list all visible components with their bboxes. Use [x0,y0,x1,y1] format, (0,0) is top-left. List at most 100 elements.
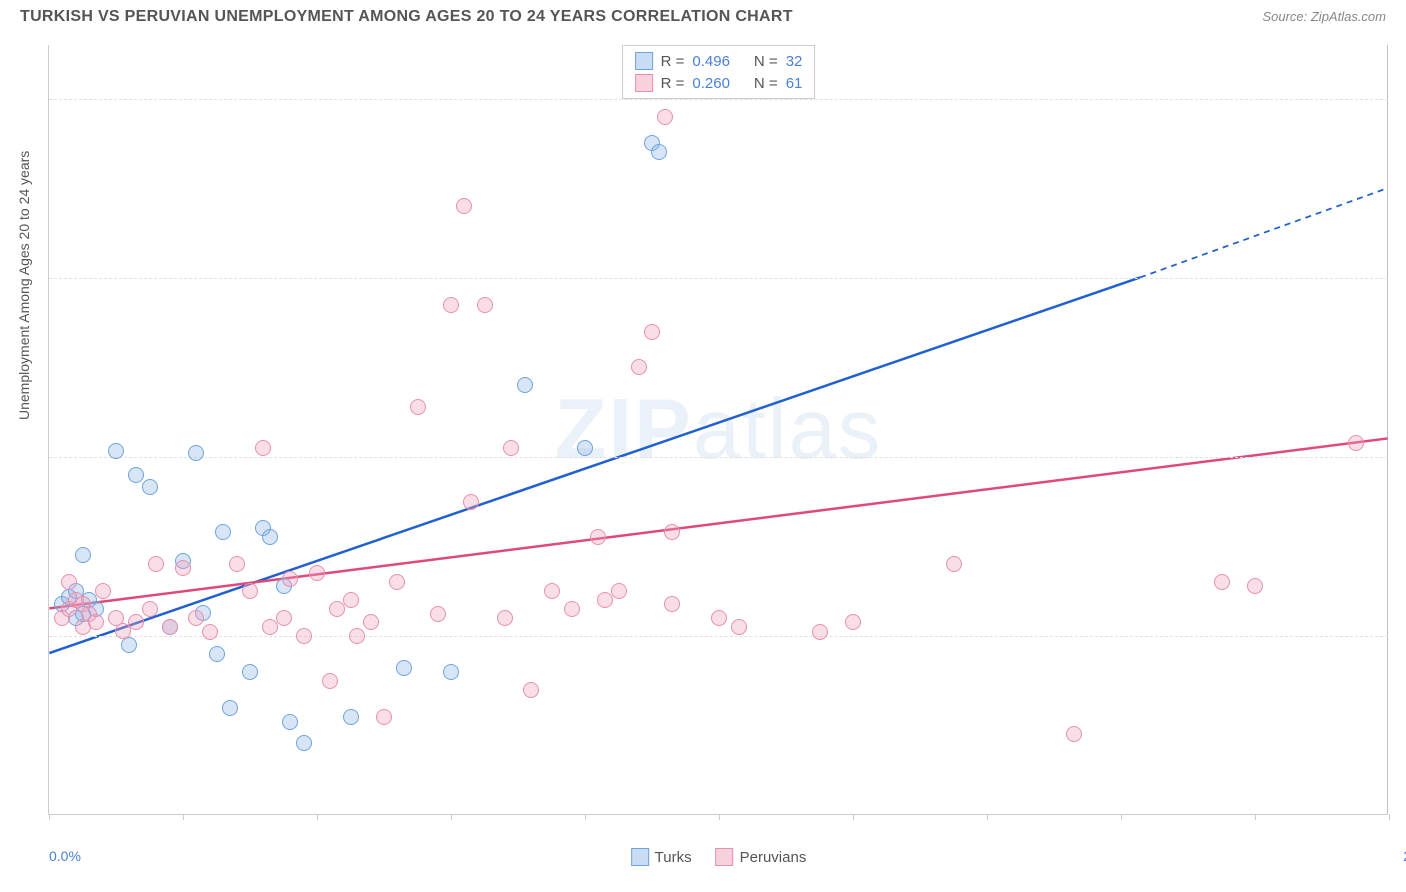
scatter-point [456,198,472,214]
watermark-bold: ZIP [555,382,693,477]
scatter-point [731,619,747,635]
y-axis-label: Unemployment Among Ages 20 to 24 years [16,151,32,420]
y-tick-label: 20.0% [1393,449,1406,465]
scatter-point [711,610,727,626]
scatter-point [162,619,178,635]
y-tick-label: 30.0% [1393,270,1406,286]
scatter-point [61,574,77,590]
legend-item-peruvians: Peruvians [716,848,807,866]
scatter-point [262,529,278,545]
n-label: N = [754,53,778,70]
grid-line [49,636,1388,637]
scatter-point [142,479,158,495]
scatter-point [503,440,519,456]
scatter-point [812,624,828,640]
x-tick [585,814,586,820]
scatter-point [443,297,459,313]
scatter-point [363,614,379,630]
scatter-point [664,596,680,612]
scatter-point [389,574,405,590]
scatter-point [148,556,164,572]
scatter-point [396,660,412,676]
bottom-legend: Turks Peruvians [631,848,807,866]
r-value-turks: 0.496 [692,53,730,70]
scatter-point [209,646,225,662]
scatter-point [376,709,392,725]
chart-plot-area: ZIPatlas R = 0.496 N = 32 R = 0.260 N = … [48,45,1388,815]
scatter-point [322,673,338,689]
scatter-point [1066,726,1082,742]
scatter-point [175,560,191,576]
trend-line-extrapolated [1140,188,1388,277]
scatter-point [282,714,298,730]
scatter-point [229,556,245,572]
swatch-peruvians [635,74,653,92]
scatter-point [75,547,91,563]
scatter-point [664,524,680,540]
scatter-point [242,583,258,599]
scatter-point [644,324,660,340]
x-tick [317,814,318,820]
x-tick-label-min: 0.0% [49,848,81,864]
legend-swatch-turks [631,848,649,866]
scatter-point [188,445,204,461]
n-value-peruvians: 61 [786,75,803,92]
scatter-point [845,614,861,630]
watermark-light: atlas [693,382,883,477]
scatter-point [590,529,606,545]
x-tick [1389,814,1390,820]
scatter-point [1247,578,1263,594]
scatter-point [128,467,144,483]
r-label: R = [661,53,685,70]
scatter-point [121,637,137,653]
source-prefix: Source: [1262,9,1310,24]
n-label: N = [754,75,778,92]
watermark: ZIPatlas [555,381,883,479]
x-tick [49,814,50,820]
scatter-point [430,606,446,622]
scatter-point [477,297,493,313]
scatter-point [343,592,359,608]
scatter-point [95,583,111,599]
scatter-point [309,565,325,581]
source-name: ZipAtlas.com [1311,9,1386,24]
legend-swatch-peruvians [716,848,734,866]
scatter-point [517,377,533,393]
scatter-point [1214,574,1230,590]
scatter-point [631,359,647,375]
scatter-point [202,624,218,640]
trend-line [49,277,1140,653]
scatter-point [443,664,459,680]
stats-row-peruvians: R = 0.260 N = 61 [635,72,803,94]
x-tick-label-max: 20.0% [1388,848,1406,864]
scatter-point [296,628,312,644]
scatter-point [657,109,673,125]
scatter-point [142,601,158,617]
x-tick [1121,814,1122,820]
scatter-point [242,664,258,680]
scatter-point [188,610,204,626]
scatter-point [296,735,312,751]
scatter-point [282,571,298,587]
scatter-point [651,144,667,160]
x-tick [853,814,854,820]
x-tick [1255,814,1256,820]
scatter-point [255,440,271,456]
y-tick-label: 10.0% [1393,628,1406,644]
x-tick [183,814,184,820]
grid-line [49,278,1388,279]
scatter-point [1348,435,1364,451]
scatter-point [611,583,627,599]
scatter-point [215,524,231,540]
scatter-point [128,614,144,630]
legend-item-turks: Turks [631,848,692,866]
scatter-point [544,583,560,599]
scatter-point [463,494,479,510]
legend-label-peruvians: Peruvians [740,849,807,866]
scatter-point [564,601,580,617]
scatter-point [577,440,593,456]
scatter-point [410,399,426,415]
trend-lines-layer [49,45,1388,814]
scatter-point [276,610,292,626]
r-label: R = [661,75,685,92]
